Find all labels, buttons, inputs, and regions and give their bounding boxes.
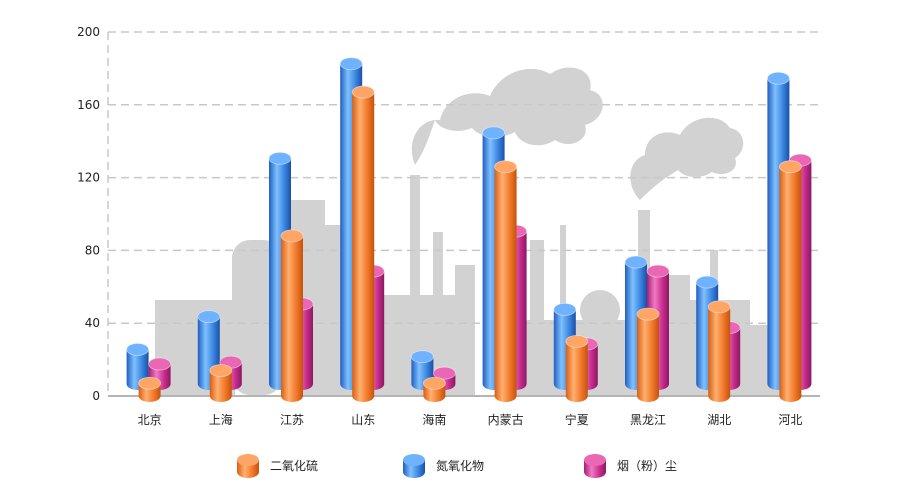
smoke-cloud-right bbox=[630, 117, 744, 200]
bar-top bbox=[351, 85, 375, 99]
y-tick-label: 160 bbox=[77, 98, 100, 112]
legend-label: 二氧化硫 bbox=[270, 458, 318, 473]
bar-top bbox=[646, 264, 670, 278]
bar-so2 bbox=[280, 229, 304, 402]
x-category-label: 北京 bbox=[138, 413, 162, 427]
bar-top bbox=[482, 126, 506, 140]
bar-top bbox=[148, 357, 172, 371]
y-tick-label: 80 bbox=[85, 243, 100, 257]
y-tick-label: 200 bbox=[77, 25, 100, 39]
legend-item: 烟（粉）尘 bbox=[584, 454, 677, 478]
bar-so2 bbox=[636, 307, 660, 402]
bar-top bbox=[197, 310, 221, 324]
bar-body bbox=[708, 306, 731, 402]
bar-body bbox=[637, 314, 659, 402]
bar-top bbox=[624, 255, 648, 269]
bar-so2 bbox=[565, 334, 589, 402]
y-tick-label: 40 bbox=[85, 316, 100, 330]
x-category-label: 上海 bbox=[209, 412, 233, 427]
gridlines bbox=[108, 31, 820, 324]
bar-top bbox=[565, 334, 589, 348]
bar-top bbox=[126, 343, 150, 356]
bars bbox=[126, 57, 812, 402]
bar-so2 bbox=[209, 364, 233, 402]
bar-top bbox=[767, 71, 790, 85]
bar-top bbox=[268, 151, 292, 165]
x-category-label: 山东 bbox=[351, 413, 375, 427]
legend-swatch-top bbox=[403, 454, 425, 466]
legend-label: 烟（粉）尘 bbox=[617, 459, 677, 473]
legend-item: 氮氧化物 bbox=[403, 454, 484, 478]
axes: 0 40 80 120 160 200 bbox=[77, 25, 820, 403]
bar-top bbox=[636, 307, 660, 321]
bar-top bbox=[138, 376, 162, 390]
x-category-label: 河北 bbox=[778, 413, 802, 427]
x-category-label: 内蒙古 bbox=[488, 412, 524, 427]
legend-label: 氮氧化物 bbox=[436, 458, 484, 473]
bar-top bbox=[553, 302, 577, 316]
bar-so2 bbox=[779, 160, 802, 402]
bar-body bbox=[565, 341, 588, 402]
x-category-label: 湖北 bbox=[707, 412, 731, 427]
bar-top bbox=[494, 160, 518, 174]
legend-item: 二氧化硫 bbox=[237, 454, 318, 478]
bar-top bbox=[422, 376, 446, 390]
x-category-label: 江苏 bbox=[280, 413, 304, 427]
x-category-label: 黑龙江 bbox=[630, 413, 666, 427]
bar-so2 bbox=[422, 376, 446, 402]
legend-swatch-top bbox=[584, 454, 606, 466]
x-category-label: 宁夏 bbox=[565, 412, 589, 427]
bar-body bbox=[779, 166, 802, 402]
bar-so2 bbox=[494, 160, 518, 402]
bar-top bbox=[707, 300, 731, 314]
category-labels: 北京 上海 江苏 山东 海南 内蒙古 宁夏 黑龙江 湖北 河北 bbox=[138, 412, 803, 427]
bar-so2 bbox=[351, 85, 375, 402]
bar-top bbox=[209, 364, 233, 377]
bar-top bbox=[410, 350, 434, 364]
bar-so2 bbox=[138, 376, 162, 402]
smoke-cloud-large bbox=[411, 67, 603, 165]
bar-body bbox=[209, 370, 232, 402]
bar-so2 bbox=[707, 300, 731, 402]
bar-top bbox=[432, 366, 456, 380]
y-tick-label: 0 bbox=[92, 389, 100, 403]
bar-body bbox=[281, 235, 303, 402]
y-tick-label: 120 bbox=[77, 171, 100, 185]
legend: 二氧化硫 氮氧化物 烟（粉）尘 bbox=[237, 454, 677, 478]
bar-top bbox=[695, 275, 719, 289]
bar-body bbox=[352, 92, 375, 402]
bar-top bbox=[280, 229, 304, 243]
x-category-label: 海南 bbox=[422, 412, 446, 427]
bar-top bbox=[779, 160, 802, 174]
bar-body bbox=[494, 166, 517, 402]
legend-swatch-top bbox=[237, 454, 259, 466]
bar-top bbox=[339, 57, 363, 71]
